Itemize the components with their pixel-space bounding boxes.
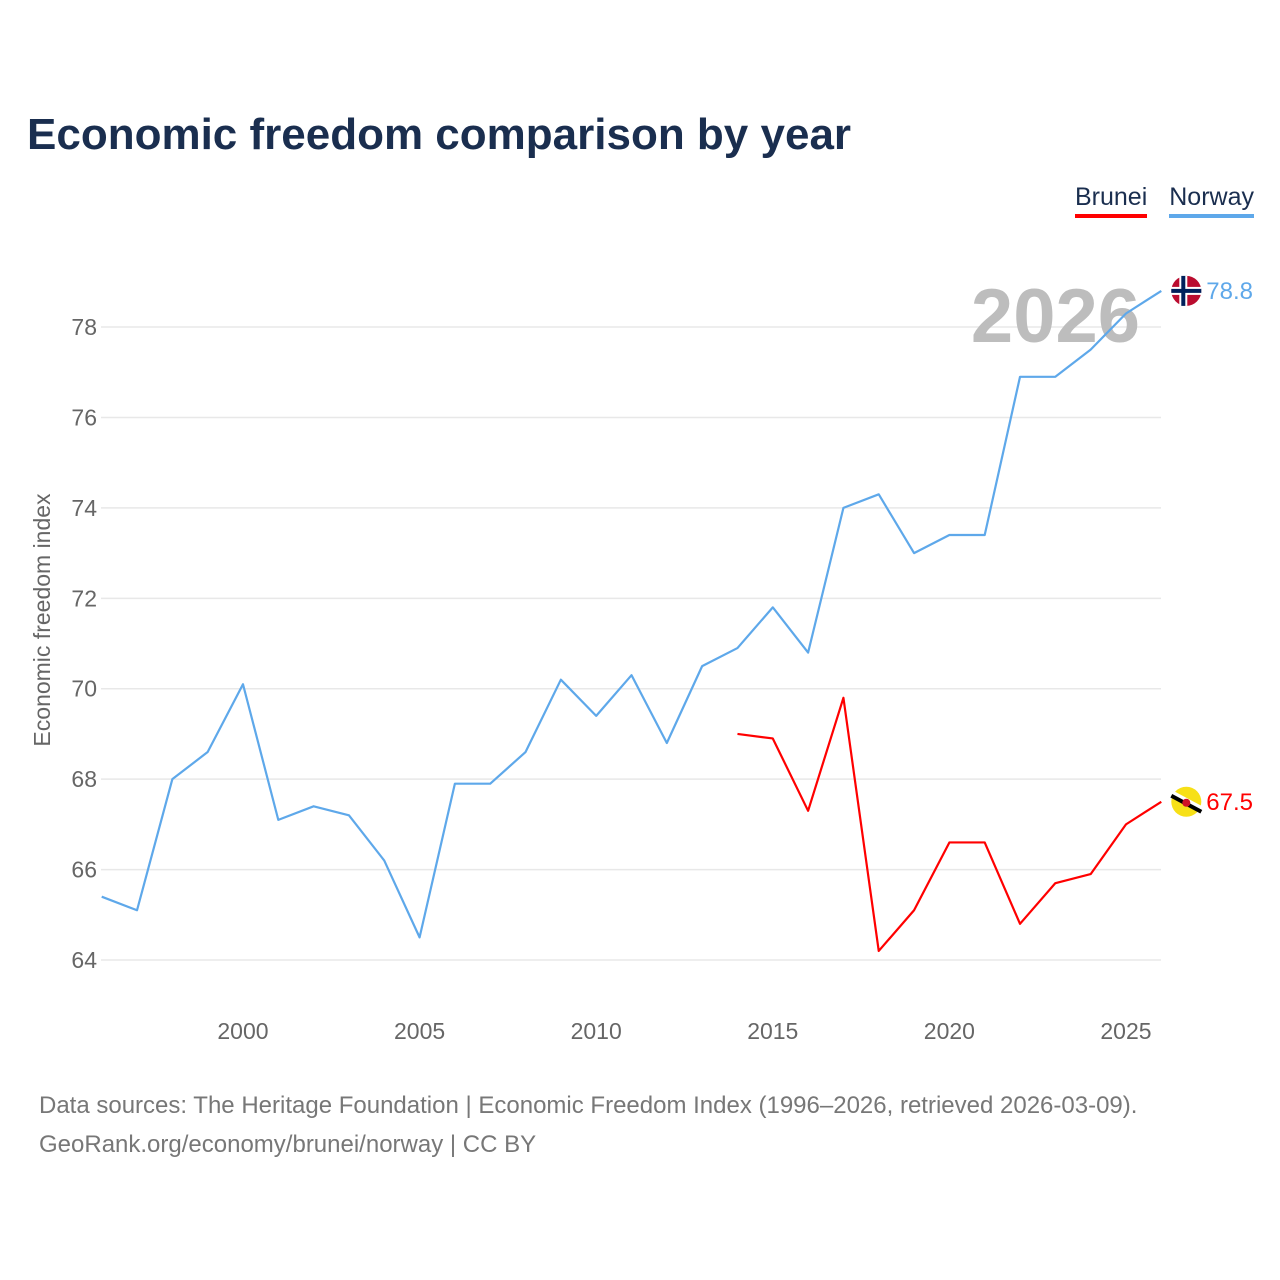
x-tick-label: 2020: [924, 1018, 975, 1044]
x-tick-label: 2025: [1100, 1018, 1151, 1044]
series-line-norway: [101, 289, 1162, 939]
end-value-label: 67.5: [1206, 789, 1253, 816]
y-tick-label: 76: [71, 404, 97, 430]
y-tick-label: 78: [71, 314, 97, 340]
legend-item-brunei[interactable]: Brunei: [1074, 183, 1148, 218]
brunei-flag-icon: [1169, 786, 1203, 817]
source-text: Data sources: The Heritage Foundation | …: [39, 1092, 1138, 1119]
y-tick-label: 70: [71, 676, 97, 702]
flag-emblem: [1182, 798, 1191, 807]
series-line-brunei: [737, 696, 1162, 953]
y-tick-label: 66: [71, 857, 97, 883]
x-tick-label: 2015: [747, 1018, 798, 1044]
flag-cross: [1181, 275, 1186, 306]
y-tick-label: 64: [71, 947, 97, 973]
footer: Data sources: The Heritage Foundation | …: [39, 1086, 1137, 1164]
end-value-label: 78.8: [1206, 278, 1253, 305]
x-tick-label: 2005: [394, 1018, 445, 1044]
x-tick-label: 2000: [217, 1018, 268, 1044]
y-tick-label: 72: [71, 585, 97, 611]
norway-flag-icon: [1171, 275, 1202, 306]
y-axis-label: Economic freedom index: [29, 493, 55, 747]
y-tick-label: 74: [71, 495, 97, 521]
year-watermark: 2026: [971, 274, 1140, 359]
attribution-link[interactable]: GeoRank.org/economy/brunei/norway | CC B…: [39, 1131, 537, 1158]
legend: Brunei Norway: [1074, 183, 1254, 218]
x-tick-label: 2010: [571, 1018, 622, 1044]
flag-cross: [1171, 288, 1202, 293]
legend-item-norway[interactable]: Norway: [1169, 183, 1254, 218]
chart-title: Economic freedom comparison by year: [27, 110, 852, 159]
y-tick-label: 68: [71, 766, 97, 792]
